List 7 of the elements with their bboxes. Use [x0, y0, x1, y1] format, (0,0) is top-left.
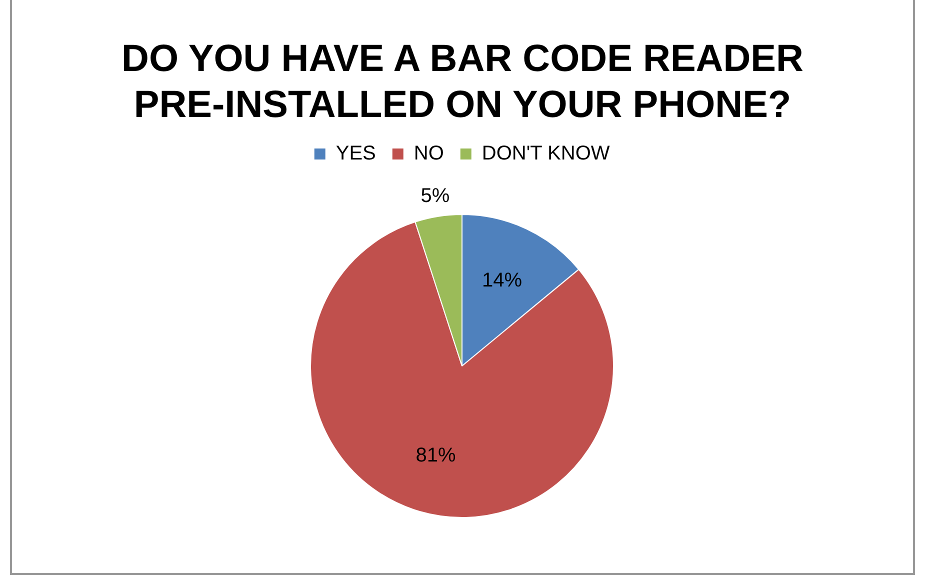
- chart-title: DO YOU HAVE A BAR CODE READER PRE-INSTALLED ON YOUR PHONE?: [120, 37, 804, 128]
- data-label: 14%: [482, 270, 522, 292]
- legend-label: YES: [336, 142, 376, 165]
- data-label: 81%: [416, 444, 456, 467]
- legend-label: NO: [414, 142, 444, 165]
- legend-label: DON'T KNOW: [482, 142, 610, 165]
- data-label: 5%: [420, 185, 450, 208]
